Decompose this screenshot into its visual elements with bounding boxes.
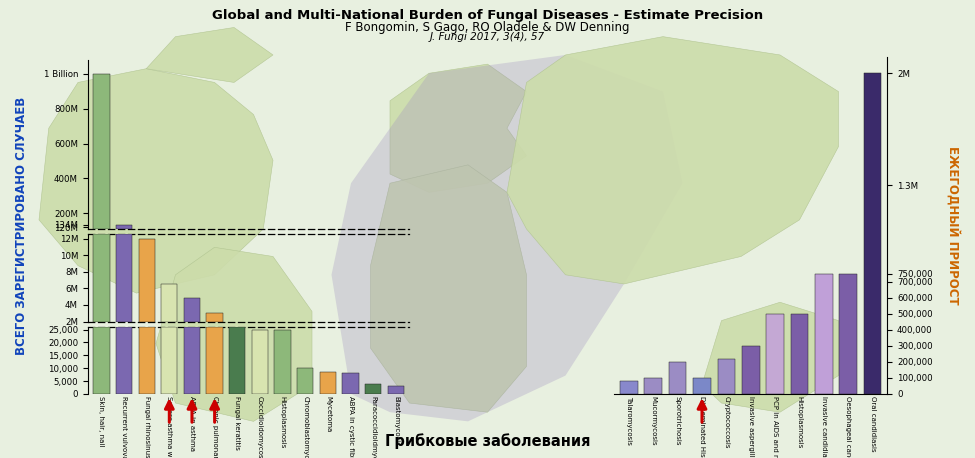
Polygon shape — [39, 69, 273, 293]
Text: Recurrent vulvovaginal candidiasis: Recurrent vulvovaginal candidiasis — [121, 396, 127, 458]
Text: Oesophageal candidiasis: Oesophageal candidiasis — [845, 396, 851, 458]
Bar — [116, 327, 133, 394]
Text: Severe asthma with fungal sensitisation: Severe asthma with fungal sensitisation — [167, 396, 173, 458]
Bar — [161, 327, 177, 394]
Bar — [342, 373, 359, 394]
Bar — [274, 330, 291, 394]
Bar — [138, 239, 155, 322]
Bar — [94, 74, 109, 229]
Bar — [815, 274, 833, 394]
Bar — [388, 386, 404, 394]
Text: Skin, hair, nail: Skin, hair, nail — [98, 396, 104, 447]
Bar — [297, 368, 313, 394]
Text: Histoplasmosis: Histoplasmosis — [797, 396, 802, 448]
Text: Oral candidiasis: Oral candidiasis — [870, 396, 876, 452]
Polygon shape — [507, 37, 838, 284]
Text: J. Fungi 2017, 3(4), 57: J. Fungi 2017, 3(4), 57 — [430, 32, 545, 42]
Text: Mucormycosis: Mucormycosis — [650, 396, 656, 446]
Text: Sporotrichosis: Sporotrichosis — [675, 396, 681, 446]
Bar — [693, 378, 711, 394]
Bar — [791, 314, 808, 394]
Text: ВСЕГО ЗАРЕГИСТРИРОВАНО СЛУЧАЕВ: ВСЕГО ЗАРЕГИСТРИРОВАНО СЛУЧАЕВ — [15, 97, 28, 354]
Text: Chromoblastomycosis: Chromoblastomycosis — [302, 396, 308, 458]
Bar — [669, 362, 686, 394]
Text: Coccidioidomycosis: Coccidioidomycosis — [257, 396, 263, 458]
Bar — [229, 327, 246, 394]
Bar — [94, 234, 109, 322]
Bar — [742, 346, 760, 394]
Bar — [320, 372, 336, 394]
Text: Chronic pulmonary aspergillosis: Chronic pulmonary aspergillosis — [212, 396, 217, 458]
Polygon shape — [156, 247, 312, 421]
Text: Invasive aspergillosis: Invasive aspergillosis — [748, 396, 754, 458]
Bar — [207, 313, 223, 322]
Text: Fungal rhinosinusitis: Fungal rhinosinusitis — [143, 396, 149, 458]
Text: ABPA in asthma: ABPA in asthma — [189, 396, 195, 451]
Text: ЕЖЕГОДНЫЙ ПРИРОСТ: ЕЖЕГОДНЫЙ ПРИРОСТ — [947, 146, 960, 305]
Text: F Bongomin, S Gago, RO Oladele & DW Denning: F Bongomin, S Gago, RO Oladele & DW Denn… — [345, 21, 630, 33]
Text: PCP in AIDS and non-AIDS: PCP in AIDS and non-AIDS — [772, 396, 778, 458]
Polygon shape — [702, 302, 838, 412]
Bar — [620, 381, 638, 394]
Polygon shape — [370, 165, 526, 412]
Polygon shape — [332, 55, 682, 421]
Bar — [184, 298, 200, 322]
Text: Talaromycosis: Talaromycosis — [626, 396, 632, 445]
Text: Disseminated Histoplasmosis: Disseminated Histoplasmosis — [699, 396, 705, 458]
Bar — [839, 274, 857, 394]
Bar — [252, 330, 268, 394]
Text: Paracoccidioidmycosis: Paracoccidioidmycosis — [370, 396, 376, 458]
Bar — [718, 359, 735, 394]
Text: Fungal keratitis: Fungal keratitis — [234, 396, 240, 450]
Text: Histoplasmosis: Histoplasmosis — [280, 396, 286, 448]
Bar — [644, 378, 662, 394]
Bar — [365, 384, 381, 394]
Polygon shape — [390, 64, 526, 192]
Bar — [94, 327, 109, 394]
Bar — [207, 327, 223, 394]
Polygon shape — [146, 27, 273, 82]
Text: Blastomycosis: Blastomycosis — [393, 396, 399, 446]
Text: Global and Multi-National Burden of Fungal Diseases - Estimate Precision: Global and Multi-National Burden of Fung… — [212, 9, 763, 22]
Text: Cryptococcosis: Cryptococcosis — [723, 396, 729, 449]
Text: Mycetoma: Mycetoma — [325, 396, 331, 432]
Bar — [116, 234, 133, 322]
Bar — [138, 327, 155, 394]
Bar — [184, 327, 200, 394]
Bar — [864, 73, 881, 394]
Bar — [766, 314, 784, 394]
Text: ABPA in cystic fibrosis: ABPA in cystic fibrosis — [348, 396, 354, 458]
Bar — [116, 225, 133, 229]
Bar — [161, 284, 177, 322]
Text: Грибковые заболевания: Грибковые заболевания — [385, 433, 590, 449]
Text: Invasive candidiasis: Invasive candidiasis — [821, 396, 827, 458]
